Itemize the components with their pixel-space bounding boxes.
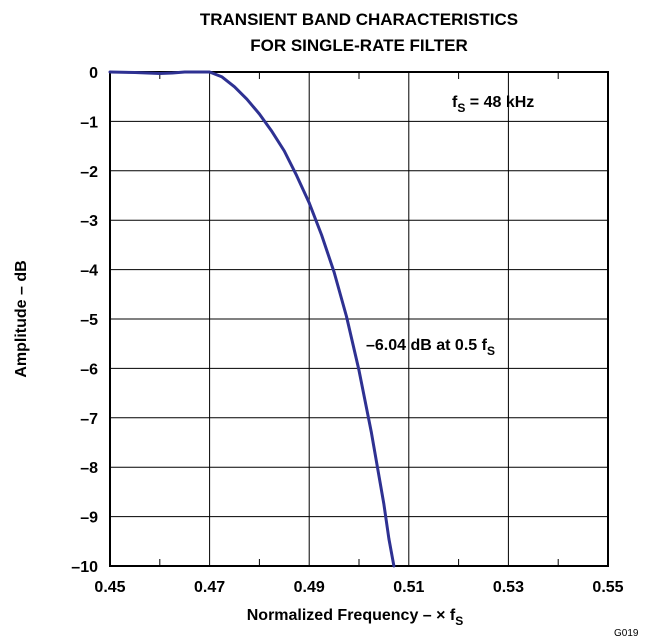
grid xyxy=(109,71,609,567)
x-tick-label: 0.53 xyxy=(493,579,524,596)
y-tick-label: –5 xyxy=(80,312,98,329)
y-tick-label: –10 xyxy=(71,559,98,576)
minor-ticks xyxy=(159,72,559,566)
plot-frame xyxy=(109,71,609,567)
y-tick-label: 0 xyxy=(89,65,98,82)
y-tick-label: –9 xyxy=(80,510,98,527)
annotation-cutoff: –6.04 dB at 0.5 fS xyxy=(366,337,495,358)
y-tick-label: –3 xyxy=(80,213,98,230)
x-tick-label: 0.45 xyxy=(94,579,125,596)
x-tick-label: 0.49 xyxy=(294,579,325,596)
y-tick-label: –8 xyxy=(80,460,98,477)
x-tick-label: 0.51 xyxy=(393,579,424,596)
y-tick-label: –7 xyxy=(80,411,98,428)
x-tick-label: 0.55 xyxy=(592,579,623,596)
chart-title-line-2: FOR SINGLE-RATE FILTER xyxy=(250,36,468,55)
x-tick-label: 0.47 xyxy=(194,579,225,596)
y-axis-label: Amplitude – dB xyxy=(13,260,30,377)
figure-id: G019 xyxy=(614,628,639,637)
x-tick-labels: 0.45 0.47 0.49 0.51 0.53 0.55 xyxy=(94,579,623,596)
series-line xyxy=(108,70,396,568)
y-tick-label: –1 xyxy=(80,114,98,131)
y-tick-label: –6 xyxy=(80,361,98,378)
chart-title-line-1: TRANSIENT BAND CHARACTERISTICS xyxy=(200,10,518,29)
y-tick-label: –2 xyxy=(80,164,98,181)
x-axis-label: Normalized Frequency – × fS xyxy=(247,607,464,628)
annotation-sample-rate: fS = 48 kHz xyxy=(452,94,534,115)
y-tick-labels: 0 –1 –2 –3 –4 –5 –6 –7 –8 –9 –10 xyxy=(71,65,98,576)
y-tick-label: –4 xyxy=(80,263,98,280)
